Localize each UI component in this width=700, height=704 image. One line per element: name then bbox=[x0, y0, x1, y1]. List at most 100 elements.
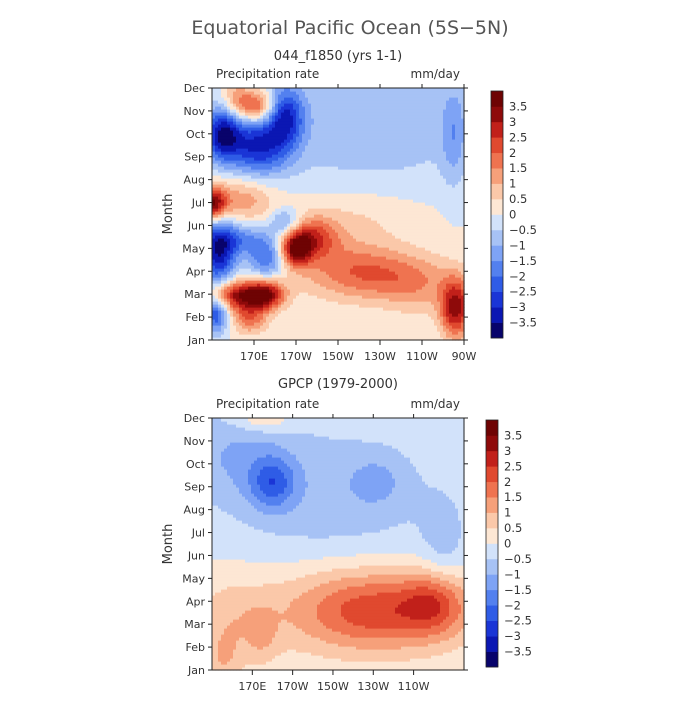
heatmap-cell bbox=[236, 154, 240, 158]
heatmap-cell bbox=[227, 145, 231, 149]
heatmap-cell bbox=[212, 166, 216, 170]
heatmap-cell bbox=[251, 292, 255, 296]
heatmap-cell bbox=[233, 247, 237, 251]
heatmap-cell bbox=[224, 265, 228, 269]
heatmap-cell bbox=[254, 289, 258, 293]
heatmap-cell bbox=[275, 223, 279, 227]
heatmap-cell bbox=[275, 256, 279, 260]
heatmap-cell bbox=[287, 328, 291, 332]
heatmap-cell bbox=[215, 277, 219, 281]
heatmap-cell bbox=[293, 325, 297, 329]
heatmap-cell bbox=[233, 151, 237, 155]
heatmap-cell bbox=[245, 196, 249, 200]
heatmap-cell bbox=[212, 181, 216, 185]
heatmap-cell bbox=[224, 310, 228, 314]
heatmap-cell bbox=[224, 313, 228, 317]
heatmap-cell bbox=[215, 187, 219, 191]
heatmap-cell bbox=[233, 115, 237, 119]
heatmap-cell bbox=[215, 229, 219, 233]
heatmap-cell bbox=[236, 175, 240, 179]
heatmap-cell bbox=[254, 310, 258, 314]
heatmap-cell bbox=[287, 130, 291, 134]
heatmap-cell bbox=[263, 280, 267, 284]
heatmap-cell bbox=[215, 265, 219, 269]
heatmap-cell bbox=[269, 241, 273, 245]
heatmap-cell bbox=[218, 184, 222, 188]
heatmap-cell bbox=[257, 235, 261, 239]
heatmap-cell bbox=[269, 217, 273, 221]
heatmap-cell bbox=[254, 328, 258, 332]
heatmap-cell bbox=[227, 133, 231, 137]
heatmap-cell bbox=[254, 322, 258, 326]
heatmap-cell bbox=[284, 235, 288, 239]
heatmap-cell bbox=[293, 241, 297, 245]
heatmap-cell bbox=[296, 232, 300, 236]
heatmap-cell bbox=[275, 235, 279, 239]
heatmap-cell bbox=[290, 109, 294, 113]
heatmap-cell bbox=[257, 103, 261, 107]
heatmap-cell bbox=[290, 256, 294, 260]
heatmap-cell bbox=[296, 175, 300, 179]
heatmap-cell bbox=[281, 184, 285, 188]
heatmap-cell bbox=[248, 112, 252, 116]
heatmap-cell bbox=[287, 337, 291, 341]
heatmap-cell bbox=[233, 244, 237, 248]
heatmap-cell bbox=[266, 307, 270, 311]
heatmap-cell bbox=[245, 259, 249, 263]
heatmap-cell bbox=[245, 241, 249, 245]
heatmap-cell bbox=[296, 298, 300, 302]
heatmap-cell bbox=[290, 193, 294, 197]
heatmap-cell bbox=[224, 178, 228, 182]
heatmap-cell bbox=[236, 121, 240, 125]
heatmap-cell bbox=[284, 214, 288, 218]
heatmap-cell bbox=[218, 127, 222, 131]
heatmap-cell bbox=[287, 169, 291, 173]
heatmap-cell bbox=[251, 205, 255, 209]
heatmap-cell bbox=[236, 226, 240, 230]
heatmap-cell bbox=[212, 160, 216, 164]
heatmap-cell bbox=[290, 211, 294, 215]
heatmap-cell bbox=[269, 211, 273, 215]
heatmap-cell bbox=[284, 142, 288, 146]
heatmap-cell bbox=[296, 121, 300, 125]
heatmap-cell bbox=[290, 157, 294, 161]
heatmap-cell bbox=[242, 223, 246, 227]
heatmap-cell bbox=[266, 166, 270, 170]
heatmap-cell bbox=[266, 205, 270, 209]
heatmap-cell bbox=[263, 94, 267, 98]
heatmap-cell bbox=[278, 214, 282, 218]
heatmap-cell bbox=[236, 157, 240, 161]
heatmap-cell bbox=[224, 208, 228, 212]
heatmap-cell bbox=[230, 91, 234, 95]
heatmap-cell bbox=[293, 118, 297, 122]
heatmap-cell bbox=[257, 253, 261, 257]
heatmap-cell bbox=[284, 91, 288, 95]
heatmap-cell bbox=[275, 295, 279, 299]
heatmap-cell bbox=[221, 310, 225, 314]
heatmap-cell bbox=[242, 100, 246, 104]
heatmap-cell bbox=[236, 301, 240, 305]
heatmap-cell bbox=[296, 139, 300, 143]
heatmap-cell bbox=[218, 226, 222, 230]
heatmap-cell bbox=[251, 244, 255, 248]
heatmap-cell bbox=[263, 196, 267, 200]
heatmap-cell bbox=[269, 130, 273, 134]
heatmap-cell bbox=[263, 334, 267, 338]
heatmap-cell bbox=[227, 277, 231, 281]
heatmap-cell bbox=[218, 178, 222, 182]
heatmap-cell bbox=[230, 241, 234, 245]
heatmap-cell bbox=[248, 259, 252, 263]
heatmap-cell bbox=[251, 166, 255, 170]
heatmap-cell bbox=[275, 118, 279, 122]
heatmap-cell bbox=[212, 112, 216, 116]
heatmap-cell bbox=[215, 136, 219, 140]
heatmap-cell bbox=[248, 250, 252, 254]
heatmap-cell bbox=[272, 103, 276, 107]
heatmap-cell bbox=[260, 283, 264, 287]
heatmap-cell bbox=[221, 235, 225, 239]
heatmap-cell bbox=[251, 172, 255, 176]
heatmap-cell bbox=[245, 190, 249, 194]
heatmap-cell bbox=[227, 283, 231, 287]
heatmap-cell bbox=[278, 265, 282, 269]
heatmap-cell bbox=[269, 265, 273, 269]
